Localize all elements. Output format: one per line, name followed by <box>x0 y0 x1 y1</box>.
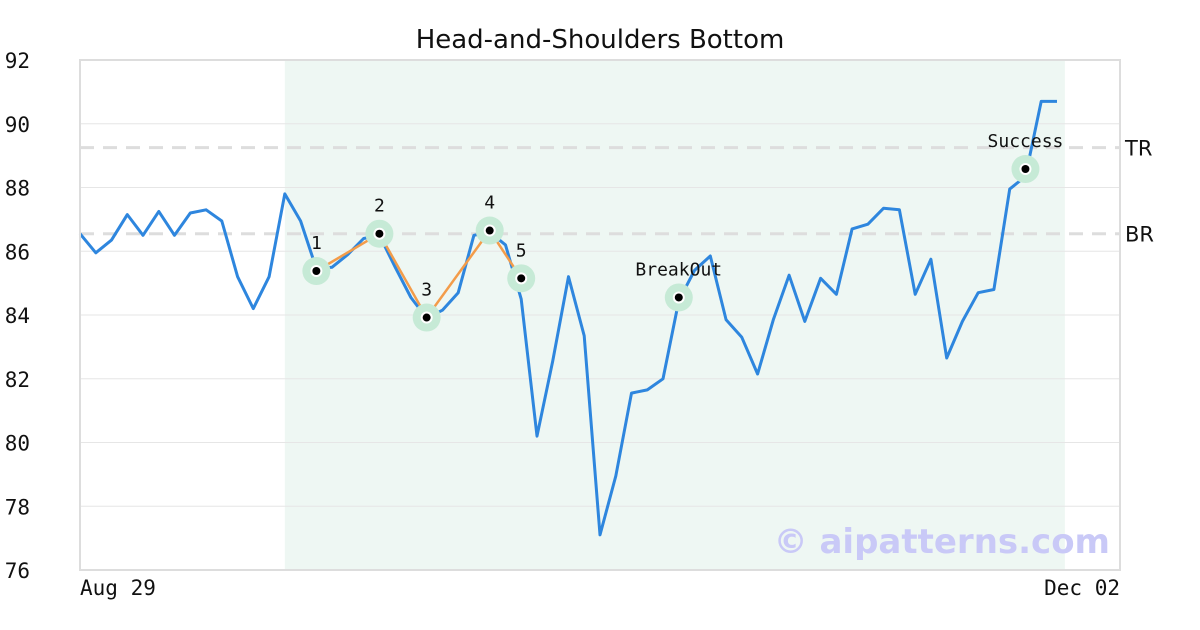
watermark-layer: © aipatterns.com <box>774 522 1110 562</box>
chart-title: Head-and-Shoulders Bottom <box>416 25 785 55</box>
plot-frame <box>79 59 1121 571</box>
series-layer <box>78 99 1057 537</box>
pattern-point-label: 2 <box>374 196 385 217</box>
x-tick-label: Dec 02 <box>1044 576 1120 600</box>
pattern-point-label: BreakOut <box>635 259 722 280</box>
pattern-point <box>312 267 321 276</box>
y-tick-label: 84 <box>5 304 30 328</box>
pattern-point <box>517 274 526 283</box>
pattern-point <box>375 229 384 238</box>
pattern-point-label: 1 <box>311 233 322 254</box>
x-tick-label: Aug 29 <box>80 576 156 600</box>
y-axis: 76 78 80 82 84 86 88 90 92 <box>5 49 30 583</box>
y-tick-label: 82 <box>5 368 30 392</box>
watermark: © aipatterns.com <box>774 522 1110 562</box>
y-tick-label: 92 <box>5 49 30 73</box>
x-axis: Aug 29 Dec 02 <box>80 576 1120 600</box>
pattern-point-label: 4 <box>484 193 495 214</box>
y-tick-label: 90 <box>5 113 30 137</box>
y-tick-label: 80 <box>5 432 30 456</box>
y-tick-label: 88 <box>5 177 30 201</box>
y-tick-label: 78 <box>5 495 30 519</box>
pattern-point-label: 5 <box>516 240 527 261</box>
y-tick-label: 76 <box>5 559 30 583</box>
pattern-point <box>674 293 683 302</box>
pattern-point <box>485 226 494 235</box>
y-tick-label: 86 <box>5 240 30 264</box>
reference-lines: TR BR <box>80 137 1154 247</box>
pattern-layer: 1 2 3 4 5 BreakOut Success <box>302 131 1063 332</box>
pattern-point <box>1021 165 1030 174</box>
reference-line-label: BR <box>1125 223 1154 247</box>
pattern-point <box>422 313 431 322</box>
reference-line-label: TR <box>1124 137 1152 161</box>
pattern-point-label: Success <box>988 131 1064 152</box>
series-line <box>78 99 1057 537</box>
pattern-point-label: 3 <box>421 280 432 301</box>
